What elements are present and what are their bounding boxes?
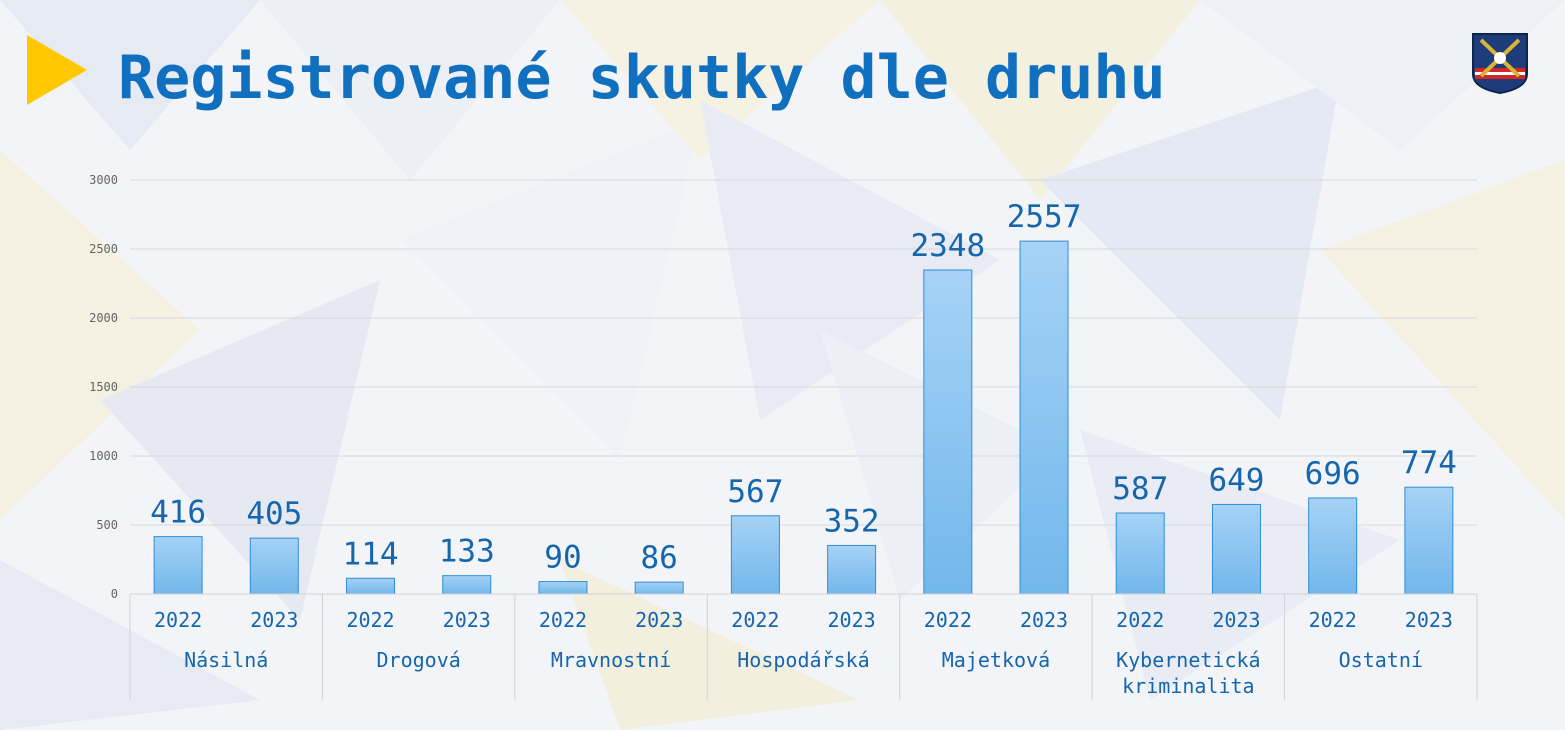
data-label: 649 bbox=[1208, 462, 1264, 498]
x-category-label: Ostatní bbox=[1339, 648, 1423, 672]
x-category-label: Hospodářská bbox=[737, 648, 869, 672]
grid-lines bbox=[130, 179, 1477, 595]
y-tick-label: 1500 bbox=[89, 380, 118, 394]
page-title: Registrované skutky dle druhu bbox=[118, 43, 1166, 113]
x-tick-label-year: 2023 bbox=[635, 608, 683, 632]
x-category-label: Drogová bbox=[376, 648, 460, 672]
x-tick-label-year: 2022 bbox=[539, 608, 587, 632]
data-label: 114 bbox=[343, 536, 399, 572]
x-tick-label-year: 2022 bbox=[154, 608, 202, 632]
bar bbox=[153, 536, 203, 595]
x-tick-label-year: 2023 bbox=[1405, 608, 1453, 632]
bar bbox=[538, 581, 588, 595]
x-tick-label-year: 2022 bbox=[731, 608, 779, 632]
y-tick-label: 1000 bbox=[89, 449, 118, 463]
data-label: 587 bbox=[1112, 471, 1168, 507]
x-tick-label-year: 2022 bbox=[1309, 608, 1357, 632]
x-tick-label-year: 2023 bbox=[1020, 608, 1068, 632]
x-category-label: Kybernetická bbox=[1116, 648, 1261, 672]
bar bbox=[442, 575, 492, 595]
x-tick-label-year: 2023 bbox=[828, 608, 876, 632]
bars bbox=[153, 240, 1454, 595]
bar bbox=[1211, 503, 1261, 595]
bar bbox=[827, 544, 877, 595]
y-tick-label: 2500 bbox=[89, 242, 118, 256]
data-label: 416 bbox=[150, 495, 206, 531]
data-label: 774 bbox=[1401, 445, 1457, 481]
x-tick-label-year: 2023 bbox=[443, 608, 491, 632]
x-tick-label-year: 2023 bbox=[1212, 608, 1260, 632]
bar bbox=[1115, 512, 1165, 595]
data-label: 133 bbox=[439, 534, 495, 570]
y-tick-label: 0 bbox=[111, 587, 118, 601]
data-label: 90 bbox=[544, 540, 581, 576]
y-tick-label: 3000 bbox=[89, 173, 118, 187]
bar bbox=[1404, 486, 1454, 595]
x-tick-label-year: 2023 bbox=[250, 608, 298, 632]
bar bbox=[249, 537, 299, 595]
data-label: 352 bbox=[824, 503, 880, 539]
bar bbox=[923, 269, 973, 595]
data-label: 2557 bbox=[1007, 199, 1082, 235]
police-emblem-icon bbox=[1472, 33, 1528, 94]
x-axis: 2022 2023 Násilná 2022 2023 Drogová 2022 2023 Mr… bbox=[129, 593, 1478, 700]
x-category-label: Násilná bbox=[184, 648, 268, 672]
y-tick-label: 2000 bbox=[89, 311, 118, 325]
bar bbox=[1019, 240, 1069, 595]
data-label: 2348 bbox=[910, 228, 985, 264]
data-label: 696 bbox=[1305, 456, 1361, 492]
title-arrow-icon bbox=[27, 35, 87, 105]
y-axis: 0 500 1000 1500 2000 2500 3000 bbox=[89, 173, 118, 601]
x-category-label: Mravnostní bbox=[551, 648, 671, 672]
data-label: 567 bbox=[727, 474, 783, 510]
bar bbox=[730, 515, 780, 595]
x-tick-label-year: 2022 bbox=[346, 608, 394, 632]
data-label: 86 bbox=[641, 540, 678, 576]
x-tick-label-year: 2022 bbox=[924, 608, 972, 632]
x-category-label: kriminalita bbox=[1122, 674, 1254, 698]
x-tick-label-year: 2022 bbox=[1116, 608, 1164, 632]
bar bbox=[1308, 497, 1358, 595]
bar bbox=[634, 581, 684, 595]
y-tick-label: 500 bbox=[96, 518, 118, 532]
x-category-label: Majetková bbox=[942, 648, 1050, 672]
bar bbox=[346, 577, 396, 595]
data-label: 405 bbox=[246, 496, 302, 532]
data-labels: 416 405 114 133 90 86 567 352 2348 2557 587 649 696 7… bbox=[150, 199, 1457, 576]
